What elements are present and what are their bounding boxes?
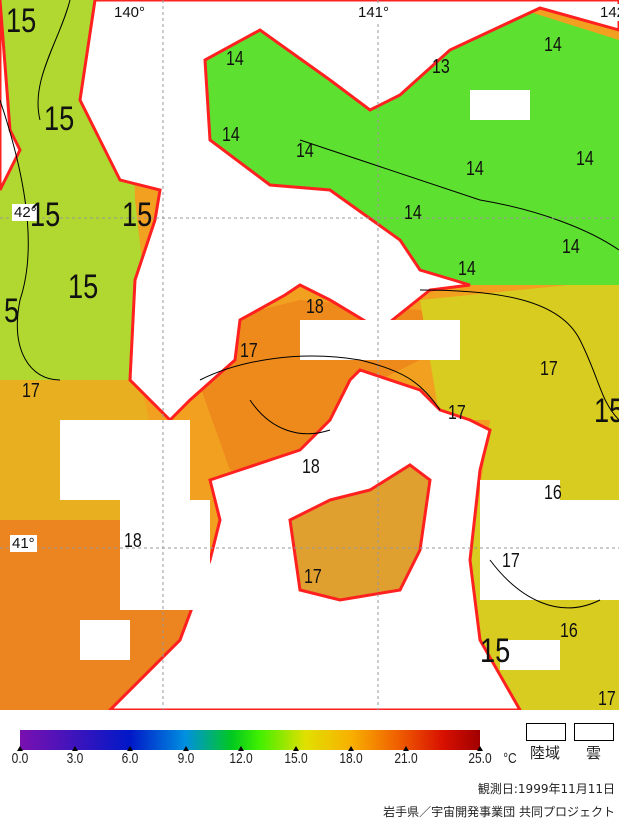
tick-label: 21.0 xyxy=(394,750,419,767)
contour-label: 18 xyxy=(124,530,142,552)
tick-mark xyxy=(293,746,299,751)
contour-label: 17 xyxy=(540,358,558,380)
longitude-label: 140° xyxy=(112,4,148,21)
unit-label: °C xyxy=(503,750,517,767)
contour-label: 16 xyxy=(560,620,578,642)
contour-label: 14 xyxy=(404,202,422,224)
contour-label: 17 xyxy=(240,340,258,362)
contour-label: 14 xyxy=(466,158,484,180)
contour-label: 15 xyxy=(480,632,511,670)
observation-date: 観測日:1999年11月11日 xyxy=(477,782,615,796)
contour-label: 17 xyxy=(22,380,40,402)
tick-mark xyxy=(403,746,410,751)
tick-mark xyxy=(182,746,189,751)
bay-green-region xyxy=(205,12,619,285)
tick-label: 25.0 xyxy=(468,750,492,767)
west-land xyxy=(0,0,22,191)
contour-label: 15 xyxy=(122,196,153,234)
contour-label: 14 xyxy=(222,124,240,146)
tick-label: 3.0 xyxy=(66,750,84,767)
tick-label: 9.0 xyxy=(177,750,194,767)
longitude-label: 141° xyxy=(356,4,392,21)
coastline xyxy=(0,0,619,710)
contour-label: 18 xyxy=(302,456,320,478)
tick-label: 18.0 xyxy=(339,750,363,767)
contour-label: 17 xyxy=(502,550,520,572)
contour-label: 15 xyxy=(594,392,619,430)
cloud-swatch xyxy=(574,723,614,741)
tick-mark xyxy=(348,746,355,751)
tick-label: 0.0 xyxy=(11,750,29,767)
cloud-patches xyxy=(60,90,619,670)
credit: 岩手県／宇宙開発事業団 共同プロジェクト xyxy=(383,805,615,819)
contour-lines xyxy=(0,0,619,609)
land-swatch xyxy=(526,723,566,741)
contour-label: 15 xyxy=(44,100,75,138)
tick-mark xyxy=(477,746,483,751)
contour-label: 14 xyxy=(544,34,562,56)
contour-label: 17 xyxy=(598,688,616,710)
latitude-label: 41° xyxy=(10,535,37,552)
contour-label: 14 xyxy=(562,236,580,258)
contour-label: 17 xyxy=(304,566,322,588)
contour-label: 14 xyxy=(576,148,594,170)
temperature-color-scale xyxy=(20,730,480,750)
contour-label: 15 xyxy=(68,268,99,306)
mutsu-bay-water xyxy=(288,463,432,602)
tick-mark xyxy=(17,746,23,751)
tick-mark xyxy=(127,746,134,751)
longitude-label: 142 xyxy=(598,4,619,21)
contour-label: 18 xyxy=(306,296,324,318)
contour-label: 14 xyxy=(226,48,244,70)
contour-label: 15 xyxy=(30,196,61,234)
contour-label: 14 xyxy=(296,140,314,162)
contour-label: 16 xyxy=(544,482,562,504)
tick-mark xyxy=(237,746,244,751)
tick-mark xyxy=(72,746,79,751)
contour-label: 5 xyxy=(4,292,20,330)
latitude-label: 42° xyxy=(12,204,39,221)
tick-label: 15.0 xyxy=(284,750,308,767)
graticule xyxy=(0,0,619,710)
contour-label: 14 xyxy=(458,258,476,280)
contour-label: 17 xyxy=(448,402,466,424)
sea-surface-temperature-map xyxy=(0,0,619,710)
cloud-label: 雲 xyxy=(586,744,602,762)
land-label: 陸域 xyxy=(530,744,561,762)
contour-label: 15 xyxy=(6,2,37,40)
tick-label: 6.0 xyxy=(122,750,139,767)
tick-label: 12.0 xyxy=(229,750,253,767)
contour-label: 13 xyxy=(432,56,450,78)
